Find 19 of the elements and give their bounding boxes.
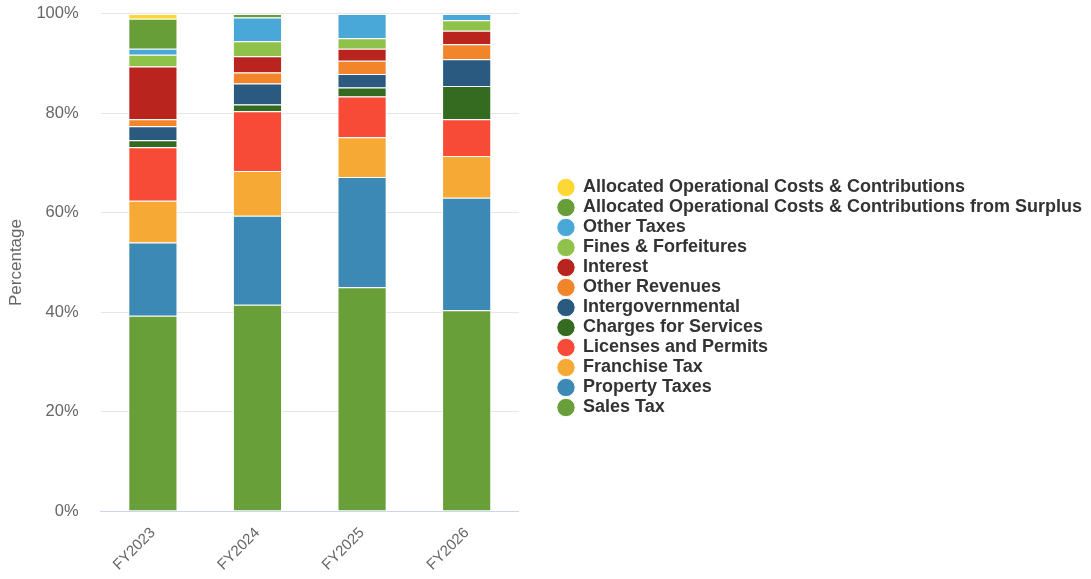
legend-label: Fines & Forfeitures [582,236,747,257]
legend-label: Other Taxes [582,216,686,237]
legend-label: Sales Tax [582,396,665,417]
y-tick-label: 60% [45,202,79,221]
y-tick-label: 0% [54,500,79,519]
legend-label: Licenses and Permits [582,336,769,357]
legend-label: Franchise Tax [582,356,703,377]
y-tick-label: 80% [45,102,79,121]
legend-label: Property Taxes [582,376,712,397]
y-tick-label: 100% [36,3,79,22]
legend-label: Other Revenues [582,276,722,297]
y-axis-title: Percentage [5,219,25,306]
legend-label: Intergovernmental [582,296,741,317]
legend-label: Charges for Services [582,316,764,337]
legend-label: Interest [582,256,648,277]
legend-label: Allocated Operational Costs & Contributions [582,176,965,197]
y-tick-label: 40% [45,301,79,320]
legend-label: Allocated Operational Costs & Contributions from Surplus [582,196,1083,217]
y-tick-label: 20% [45,401,79,420]
